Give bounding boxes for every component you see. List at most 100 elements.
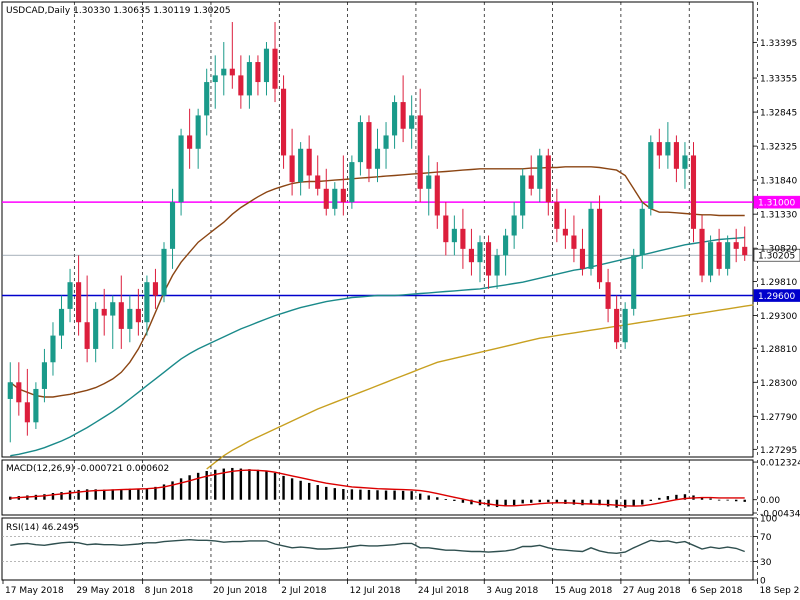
rsi-tick-label: 30 (760, 558, 772, 568)
candle (349, 155, 355, 209)
macd-axis: 0.012324 0.00 -0.004348 (753, 459, 800, 520)
candle-body (118, 302, 124, 329)
macd-bar (103, 489, 106, 500)
candle-body (229, 68, 235, 76)
price-panel-frame (1, 1, 754, 458)
candle (24, 368, 30, 436)
macd-bar (512, 499, 516, 506)
macd-bar (632, 499, 635, 507)
candle-body (673, 142, 679, 169)
macd-bar (410, 491, 413, 500)
time-tick-label: 2 Jul 2018 (281, 586, 326, 596)
candle-body (204, 82, 210, 116)
candle-body (631, 255, 637, 309)
macd-bar (658, 497, 661, 500)
macd-bar (521, 499, 524, 504)
candle (144, 275, 150, 336)
macd-signal-line (10, 469, 745, 507)
candle-body (323, 188, 329, 209)
price-tick-label: 1.29810 (760, 278, 797, 288)
price-title: USDCAD,Daily 1.30330 1.30635 1.30119 1.3… (6, 6, 231, 16)
candle-body (127, 308, 133, 329)
candle (605, 268, 611, 323)
candle (571, 215, 577, 263)
candle-body (562, 228, 568, 236)
candle-body (468, 248, 475, 263)
candle-body (682, 155, 688, 169)
candle-body (263, 48, 270, 83)
candle (204, 68, 210, 136)
candle (50, 322, 56, 376)
macd-bar (717, 499, 721, 501)
candle (434, 162, 440, 229)
macd-bar (162, 484, 166, 500)
candle-body (417, 115, 423, 189)
candle (101, 288, 107, 336)
macd-bar (470, 499, 473, 505)
candle (7, 362, 13, 443)
candle (383, 122, 389, 169)
price-tick-label: 1.31840 (760, 177, 797, 187)
candle-body (434, 175, 440, 216)
rsi-levels (2, 536, 753, 562)
candle (187, 108, 193, 169)
candle (742, 226, 748, 261)
macd-bar (367, 489, 371, 500)
candle (16, 362, 22, 416)
candle (690, 142, 697, 243)
candle-body (195, 115, 201, 149)
macd-bar (239, 468, 243, 500)
macd-bar (179, 478, 183, 500)
macd-bar (436, 497, 439, 500)
macd-bar (376, 490, 379, 500)
candle (417, 88, 423, 203)
macd-tick-label: -0.004348 (760, 510, 800, 520)
rsi-panel-frame (1, 517, 754, 581)
price-tick-label: 1.33355 (760, 75, 797, 85)
candle (246, 55, 252, 109)
candle (178, 128, 184, 216)
level-tag-label: 1.31000 (758, 199, 795, 209)
macd-bar (51, 493, 55, 500)
candle (238, 55, 244, 109)
macd-bar (572, 499, 576, 505)
candle (332, 182, 338, 216)
macd-tick-label: 0.00 (760, 496, 780, 506)
candle (289, 128, 295, 196)
candle-body (340, 188, 346, 203)
candle (280, 75, 287, 169)
candle (665, 122, 671, 169)
price-tick-label: 1.27295 (760, 446, 797, 456)
macd-bar (43, 494, 46, 500)
candle-body (366, 122, 372, 169)
candle-body (400, 102, 406, 129)
candle (511, 202, 517, 249)
candle (460, 208, 466, 269)
candle-body (7, 382, 13, 399)
candle (41, 348, 47, 403)
macd-bar (589, 499, 593, 504)
macd-bar (205, 471, 208, 500)
macd-bar (222, 468, 225, 500)
macd-bar (316, 485, 319, 500)
candle (118, 275, 124, 349)
candle (485, 235, 492, 289)
moving-average-3 (206, 304, 754, 470)
candle-body (648, 142, 654, 209)
macd-bar (137, 488, 140, 500)
candle (315, 155, 321, 196)
candle-body (690, 155, 697, 229)
candle (366, 115, 372, 183)
macd-bar (77, 489, 80, 500)
candle-body (503, 235, 509, 256)
macd-bar (487, 499, 490, 507)
macd-bar (606, 499, 610, 507)
macd-title: MACD(12,26,9) -0.000721 0.000602 (6, 464, 169, 474)
candles (7, 22, 748, 443)
candle-body (50, 335, 56, 363)
candle (477, 235, 483, 283)
level-tag (753, 289, 800, 302)
macd-bar (743, 499, 746, 502)
time-tick-label: 15 Aug 2018 (555, 586, 613, 596)
candle-body (84, 322, 90, 349)
